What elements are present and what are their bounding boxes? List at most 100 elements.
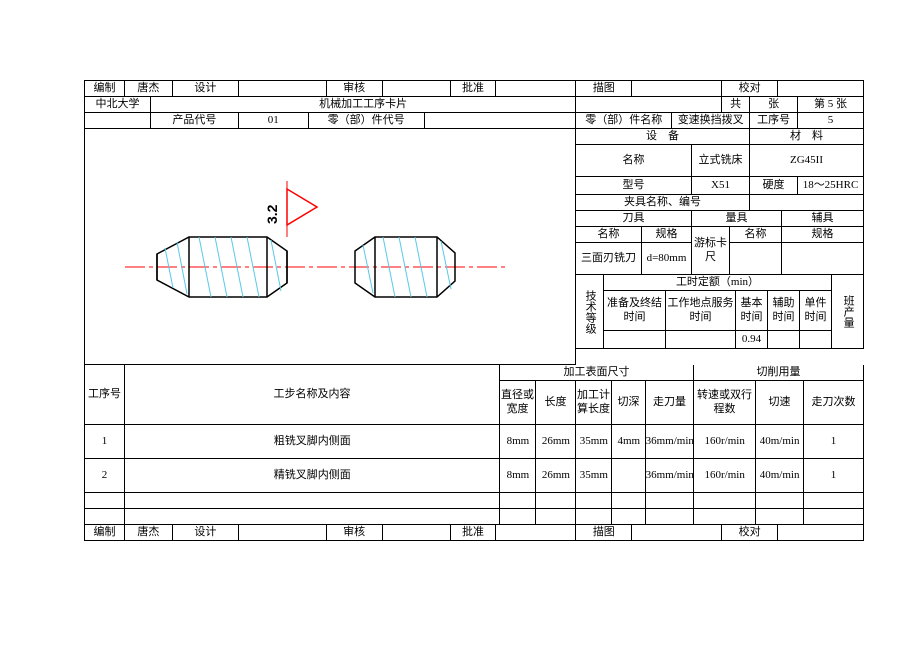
ph1: 工步名称及内容 [125,365,500,425]
equip-name-l: 名称 [576,145,692,177]
tname-v: 三面刃铣刀 [576,243,642,275]
q2v: 0.94 [736,331,768,349]
total-l: 共 [722,97,750,113]
ftr-design-v [239,525,327,541]
row-val [694,509,756,525]
q3: 辅助时间 [768,291,800,331]
row-val [756,509,804,525]
header-row-3: 产品代号 01 零（部）件代号 零（部）件名称 变速换挡拨叉 工序号 5 [85,113,864,129]
row-no [85,509,125,525]
cut-sec: 切削用量 [694,365,864,381]
card-title: 机械加工工序卡片 [151,97,576,113]
proc-row: 1粗铣叉脚内侧面8mm26mm35mm4mm36mm/min160r/min40… [85,425,864,459]
ftr-make-l: 编制 [85,525,125,541]
proc-no-l: 工序号 [750,113,798,129]
row-val: 26mm [536,459,576,493]
row-val: 35mm [576,425,612,459]
pc6: 切速 [756,381,804,425]
row-val: 8mm [500,425,536,459]
row-val [536,493,576,509]
hdr-trace-v [632,81,722,97]
part-name-v: 变速换挡拨叉 [672,113,750,129]
row-val: 160r/min [694,425,756,459]
hdr-approve-v [496,81,576,97]
ftr-make-v: 唐杰 [125,525,173,541]
model-l: 型号 [576,177,692,195]
pc0: 直径或宽度 [500,381,536,425]
ftr-approve-l: 批准 [451,525,497,541]
q0v [604,331,666,349]
hdr-design-v [239,81,327,97]
proc-row [85,493,864,509]
row-val [576,509,612,525]
part-drawing: 3.2 [85,129,575,365]
row-val [536,509,576,525]
tech-level: 技术等级 [576,275,604,349]
row-val [694,493,756,509]
prod-code-l: 产品代号 [151,113,239,129]
fixture-l: 夹具名称、编号 [576,195,750,211]
header-row-2: 中北大学 机械加工工序卡片 共 张 第 5 张 [85,97,864,113]
proc-row [85,509,864,525]
row-val [612,509,646,525]
row-val: 8mm [500,459,536,493]
equip-sec: 设 备 [576,129,750,145]
q0: 准备及终结时间 [604,291,666,331]
material-sec: 材 料 [750,129,864,145]
row-val [804,509,864,525]
proc-rows: 1 粗铣叉脚内侧面8mm26mm35mm4mm36mm/min160r/min40… [85,425,864,525]
pc2: 加工计算长度 [576,381,612,425]
mid-block: 3.2 设 备 材 料 名称 立式铣床 ZG45II 型号 X51 硬度 18～… [85,129,864,365]
part-name-l: 零（部）件名称 [576,113,672,129]
page-no: 第 5 张 [798,97,864,113]
hdr-check-l: 校对 [722,81,778,97]
hdr-make-v: 唐杰 [125,81,173,97]
total-v: 张 [750,97,798,113]
tool-sec: 刀具 [576,211,692,227]
proc-row: 2精铣叉脚内侧面8mm26mm35mm36mm/min160r/min40m/m… [85,459,864,493]
hdr-review-l: 审核 [327,81,383,97]
tname-l: 名称 [576,227,642,243]
roughness-value: 3.2 [264,204,280,224]
blank-2 [85,113,151,129]
row-name: 粗铣叉脚内侧面 [125,425,501,459]
q3v [768,331,800,349]
hard-v: 18～25HRC [798,177,864,195]
footer-row: 编制 唐杰 设计 审核 批准 描图 校对 [85,525,864,541]
row-val [612,459,646,493]
ph0: 工序号 [85,365,125,425]
hdr-design-l: 设计 [173,81,239,97]
hdr-approve-l: 批准 [451,81,497,97]
gname-h: 名称 [730,227,782,243]
q4: 单件时间 [800,291,832,331]
process-card: 编制 唐杰 设计 审核 批准 描图 校对 中北大学 机械加工工序卡片 共 张 第… [84,80,864,541]
material-v: ZG45II [750,145,864,177]
gspec-v2 [782,243,864,275]
ftr-check-v [778,525,864,541]
quota-h: 工时定额（min） [604,275,832,291]
ftr-check-l: 校对 [722,525,778,541]
row-val [576,493,612,509]
model-v: X51 [692,177,750,195]
q2: 基本时间 [736,291,768,331]
hdr-make-l: 编制 [85,81,125,97]
surf-sec: 加工表面尺寸 [500,365,694,381]
row-no [85,493,125,509]
ftr-review-l: 审核 [327,525,383,541]
row-val [646,509,694,525]
part-code-v [425,113,577,129]
row-val: 1 [804,459,864,493]
row-val: 36mm/min [646,459,694,493]
row-val: 40m/min [756,459,804,493]
prod-code-v: 01 [239,113,309,129]
row-val [500,493,536,509]
ftr-review-v [383,525,451,541]
part-code-l: 零（部）件代号 [309,113,425,129]
equipment-block: 设 备 材 料 名称 立式铣床 ZG45II 型号 X51 硬度 18～25HR… [576,129,864,365]
row-val: 1 [804,425,864,459]
pc5: 转速或双行程数 [694,381,756,425]
aux-sec: 辅具 [782,211,864,227]
row-val: 4mm [612,425,646,459]
fixture-v [750,195,864,211]
row-name [125,509,501,525]
